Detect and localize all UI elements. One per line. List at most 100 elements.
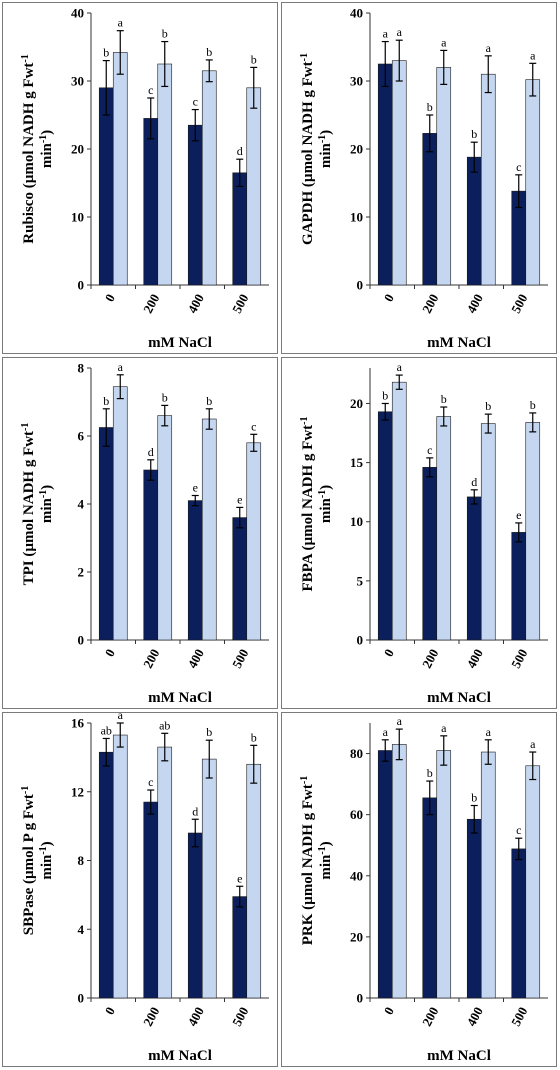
x-tick-label: 0 xyxy=(381,1004,397,1017)
significance-letter: d xyxy=(237,144,243,158)
x-tick-label: 0 xyxy=(102,291,118,304)
chart-panel-prk: 0 20 40 60 80 0 a a 200 b a 400 b a 500 c a mM NaCl PRK (µ… xyxy=(281,712,557,1067)
bar-light xyxy=(436,750,452,999)
significance-letter: c xyxy=(516,823,521,837)
bar-dark xyxy=(466,818,482,999)
y-axis-label: GAPDH (µmol NADH g Fwt-1min-1) xyxy=(299,53,335,245)
bar-dark xyxy=(377,750,393,999)
y-tick-label: 0 xyxy=(78,991,85,1006)
y-tick-label: 12 xyxy=(71,784,84,799)
x-tick-label: 200 xyxy=(419,291,441,315)
y-tick-label: 0 xyxy=(78,633,85,648)
significance-letter: a xyxy=(383,27,389,41)
x-tick-label: 0 xyxy=(102,1004,118,1017)
x-tick-label: 400 xyxy=(184,1004,206,1028)
significance-letter: d xyxy=(471,475,477,489)
bar-dark xyxy=(98,751,114,999)
significance-letter: a xyxy=(530,48,536,62)
chart-panel-gapdh: 0 10 20 30 40 0 a a 200 b a 400 b a 500 c a mM NaCl GAPDH … xyxy=(281,2,557,354)
y-tick-label: 20 xyxy=(71,142,84,157)
significance-letter: e xyxy=(516,508,521,522)
significance-letter: e xyxy=(237,871,242,885)
y-tick-label: 20 xyxy=(350,396,363,411)
y-axis-label: TPI (µmol NADH g Fwt-1min-1) xyxy=(20,423,56,586)
significance-letter: a xyxy=(397,714,403,728)
bar-light xyxy=(480,73,496,286)
significance-letter: b xyxy=(103,46,109,60)
x-axis-label: mM NaCl xyxy=(148,335,212,351)
significance-letter: b xyxy=(427,100,433,114)
significance-letter: b xyxy=(206,725,212,739)
bar-dark xyxy=(422,797,438,999)
significance-letter: b xyxy=(251,730,257,744)
x-tick-label: 0 xyxy=(381,646,397,659)
significance-letter: a xyxy=(397,25,403,39)
y-tick-label: 80 xyxy=(350,746,363,761)
x-tick-label: 500 xyxy=(508,646,530,670)
bar-light xyxy=(525,79,541,286)
bar-light xyxy=(436,416,452,641)
y-tick-label: 0 xyxy=(357,991,364,1006)
chart-svg-tpi: 0 2 4 6 8 0 b a 200 d b 400 e b 500 e c mM NaCl TPI (µmol … xyxy=(20,360,269,706)
bar-dark xyxy=(232,896,248,999)
bar-light xyxy=(201,758,217,999)
y-tick-label: 0 xyxy=(357,633,364,648)
y-axis-label: FBPA (µmol NADH g Fwt-1min-1) xyxy=(299,416,335,591)
x-tick-label: 200 xyxy=(419,1004,441,1028)
x-axis-label: mM NaCl xyxy=(148,1048,212,1064)
y-tick-label: 16 xyxy=(71,716,85,731)
x-tick-label: 400 xyxy=(463,291,485,315)
x-tick-label: 200 xyxy=(140,1004,162,1028)
x-tick-label: 0 xyxy=(102,646,118,659)
bar-light xyxy=(157,746,173,999)
significance-letter: c xyxy=(148,83,153,97)
significance-letter: c xyxy=(427,443,432,457)
significance-letter: b xyxy=(103,394,109,408)
significance-letter: b xyxy=(471,127,477,141)
x-tick-label: 500 xyxy=(229,291,251,315)
y-axis-label: SBPase (µmol P g Fwt-1min-1) xyxy=(20,786,56,935)
significance-letter: b xyxy=(530,398,536,412)
y-tick-label: 10 xyxy=(71,210,84,225)
significance-letter: b xyxy=(251,52,257,66)
y-tick-label: 8 xyxy=(78,853,85,868)
significance-letter: a xyxy=(118,16,124,30)
significance-letter: e xyxy=(237,492,242,506)
x-tick-label: 200 xyxy=(419,646,441,670)
x-axis-label: mM NaCl xyxy=(427,335,491,351)
x-tick-label: 200 xyxy=(140,291,162,315)
bar-light xyxy=(480,751,496,999)
significance-letter: b xyxy=(162,390,168,404)
significance-letter: a xyxy=(397,360,403,374)
bar-dark xyxy=(422,133,438,286)
significance-letter: c xyxy=(148,775,153,789)
bar-light xyxy=(246,763,262,999)
y-tick-label: 0 xyxy=(357,278,364,293)
y-tick-label: 8 xyxy=(78,361,85,376)
bar-dark xyxy=(377,63,393,286)
significance-letter: a xyxy=(118,708,124,722)
significance-letter: b xyxy=(471,791,477,805)
bar-dark xyxy=(232,172,248,286)
bar-dark xyxy=(422,467,438,641)
significance-letter: c xyxy=(251,419,256,433)
y-tick-label: 40 xyxy=(71,6,84,21)
significance-letter: b xyxy=(382,388,388,402)
x-tick-label: 500 xyxy=(229,646,251,670)
chart-panel-sbpase: 0 4 8 12 16 0 ab a 200 c ab 400 d b 500 e b mM NaCl SBPase… xyxy=(2,708,278,1067)
x-axis-label: mM NaCl xyxy=(148,690,212,706)
bar-dark xyxy=(511,532,527,641)
significance-letter: a xyxy=(441,35,447,49)
bar-dark xyxy=(232,517,248,641)
significance-letter: b xyxy=(427,766,433,780)
bar-light xyxy=(201,70,217,286)
x-axis-label: mM NaCl xyxy=(427,690,491,706)
bar-light xyxy=(391,744,407,999)
significance-letter: d xyxy=(192,804,198,818)
y-tick-label: 20 xyxy=(350,142,363,157)
